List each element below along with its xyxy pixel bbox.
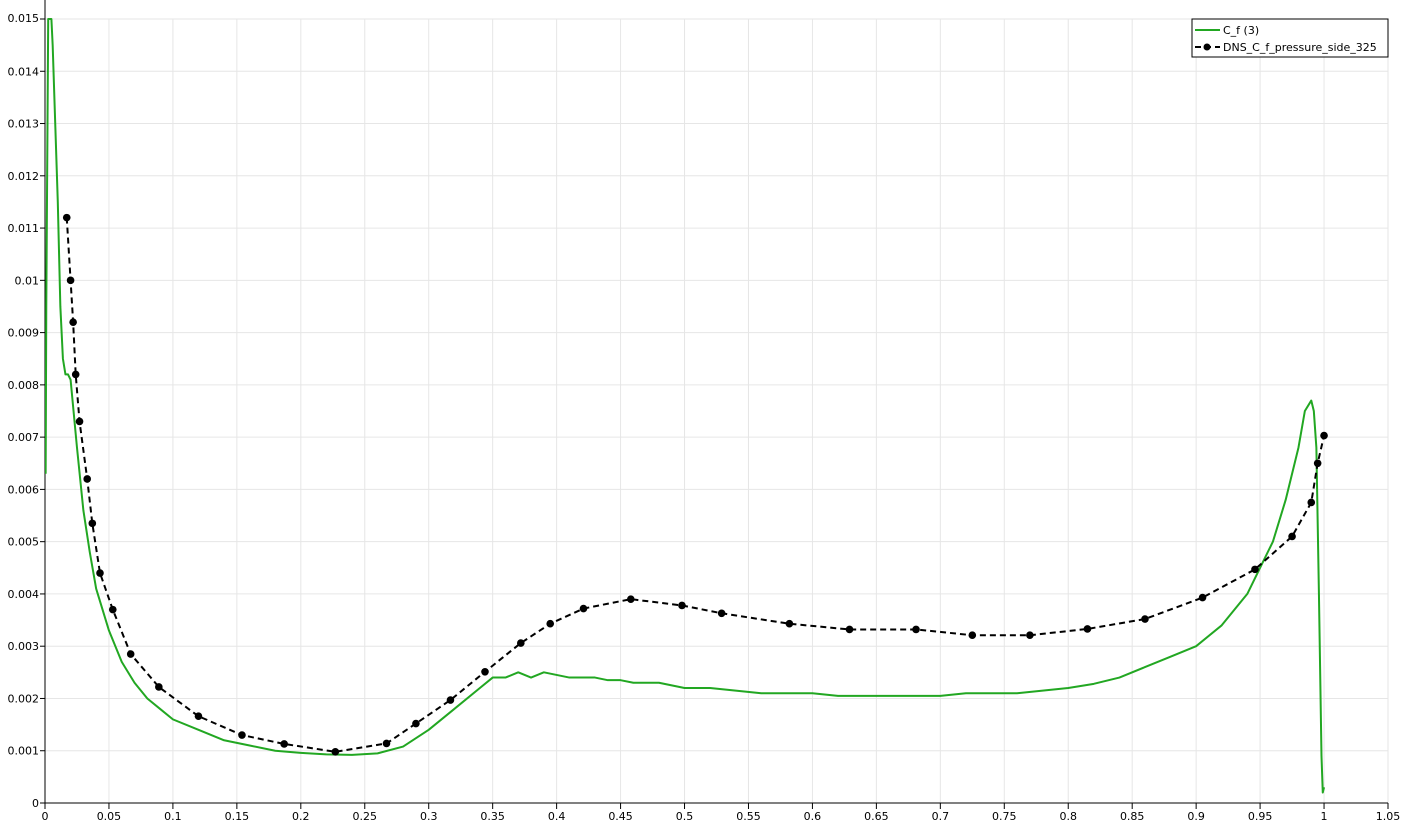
y-tick-label: 0.008 (8, 379, 40, 392)
dns-data-point (238, 731, 246, 739)
dns-data-point (194, 712, 203, 721)
y-tick-label: 0.002 (8, 692, 40, 705)
dns-data-point (382, 739, 391, 748)
x-tick-label: 0.05 (97, 810, 122, 823)
dns-data-point (88, 519, 97, 528)
dns-data-point (69, 318, 77, 326)
y-tick-label: 0.005 (8, 536, 40, 549)
x-tick-label: 0.8 (1059, 810, 1077, 823)
y-tick-label: 0.006 (8, 483, 40, 496)
y-tick-label: 0 (32, 797, 39, 810)
y-tick-label: 0.007 (8, 431, 40, 444)
dns-data-point (1288, 532, 1296, 541)
legend-marker-1 (1203, 43, 1211, 51)
dns-data-point (96, 569, 104, 577)
y-tick-label: 0.01 (15, 274, 40, 287)
y-tick-label: 0.011 (8, 222, 40, 235)
dns-data-point (546, 619, 555, 628)
x-tick-label: 0.15 (225, 810, 250, 823)
x-tick-label: 1 (1321, 810, 1328, 823)
dns-data-point (331, 747, 340, 756)
dns-data-point (280, 740, 288, 748)
dns-data-point (75, 417, 84, 426)
y-tick-label: 0.009 (8, 327, 40, 340)
series-1 (62, 213, 1328, 756)
x-tick-label: 0.5 (676, 810, 694, 823)
x-tick-label: 0.55 (736, 810, 761, 823)
x-tick-label: 1.05 (1376, 810, 1401, 823)
grid (45, 18, 1389, 803)
x-tick-label: 0.7 (932, 810, 950, 823)
dns-data-point (785, 619, 794, 628)
dns-data-point (678, 601, 686, 610)
dns-data-point (71, 370, 80, 379)
y-tick-label: 0.013 (8, 118, 40, 131)
y-tick-label: 0.001 (8, 745, 40, 758)
dns-data-point (627, 595, 635, 603)
x-tick-label: 0.4 (548, 810, 566, 823)
dns-data-point (126, 650, 135, 658)
dns-data-point (155, 683, 163, 691)
y-tick-label: 0.003 (8, 640, 40, 653)
dns-series-line (65, 217, 1326, 753)
dns-data-point (1026, 631, 1034, 640)
x-tick-label: 0.2 (292, 810, 310, 823)
x-tick-label: 0.75 (992, 810, 1017, 823)
dns-data-point (579, 604, 588, 613)
series (45, 18, 1328, 794)
dns-data-point (912, 625, 920, 634)
x-tick-label: 0 (42, 810, 49, 823)
x-tick-label: 0.65 (864, 810, 889, 823)
series-0 (45, 18, 1326, 794)
dns-data-point (1251, 565, 1259, 574)
legend-box (1191, 18, 1389, 58)
legend-label-0: C_f (3) (1223, 24, 1259, 37)
x-tick-label: 0.9 (1187, 810, 1205, 823)
dns-data-point (108, 605, 117, 614)
legend-label-1: DNS_C_f_pressure_side_325 (1223, 41, 1377, 54)
y-tick-label: 0.014 (8, 65, 40, 78)
y-tick-label: 0.012 (8, 170, 40, 183)
dns-data-point (446, 696, 455, 704)
dns-data-point (62, 213, 71, 222)
x-tick-label: 0.35 (480, 810, 505, 823)
dns-data-point (481, 668, 489, 676)
x-tick-label: 0.3 (420, 810, 438, 823)
axes: 0 0.05 0.1 0.15 0.2 0.25 0.3 0.35 0.4 0.45 0.5 0.55… (8, 0, 1401, 823)
dns-data-point (1307, 498, 1316, 507)
dns-data-point (1313, 459, 1322, 468)
dns-data-point (517, 639, 525, 647)
x-tick-label: 0.6 (804, 810, 822, 823)
x-tick-label: 0.85 (1120, 810, 1145, 823)
dns-data-point (717, 609, 726, 618)
dns-data-point (968, 631, 977, 640)
dns-data-point (83, 475, 92, 483)
y-tick-label: 0.015 (8, 12, 40, 25)
cf-series-line (45, 18, 1326, 794)
dns-data-point (1198, 593, 1207, 602)
x-tick-label: 0.45 (608, 810, 633, 823)
dns-data-point (66, 276, 75, 285)
legend: C_f (3) DNS_C_f_pressure_side_325 (1191, 18, 1389, 58)
dns-data-point (845, 625, 854, 634)
x-tick-label: 0.95 (1248, 810, 1273, 823)
dns-data-point (412, 719, 420, 728)
y-tick-label: 0.004 (8, 588, 40, 601)
x-tick-label: 0.25 (353, 810, 378, 823)
x-tick-label: 0.1 (164, 810, 182, 823)
dns-data-point (1320, 431, 1328, 440)
dns-data-point (1141, 615, 1149, 623)
dns-data-point (1083, 625, 1092, 633)
